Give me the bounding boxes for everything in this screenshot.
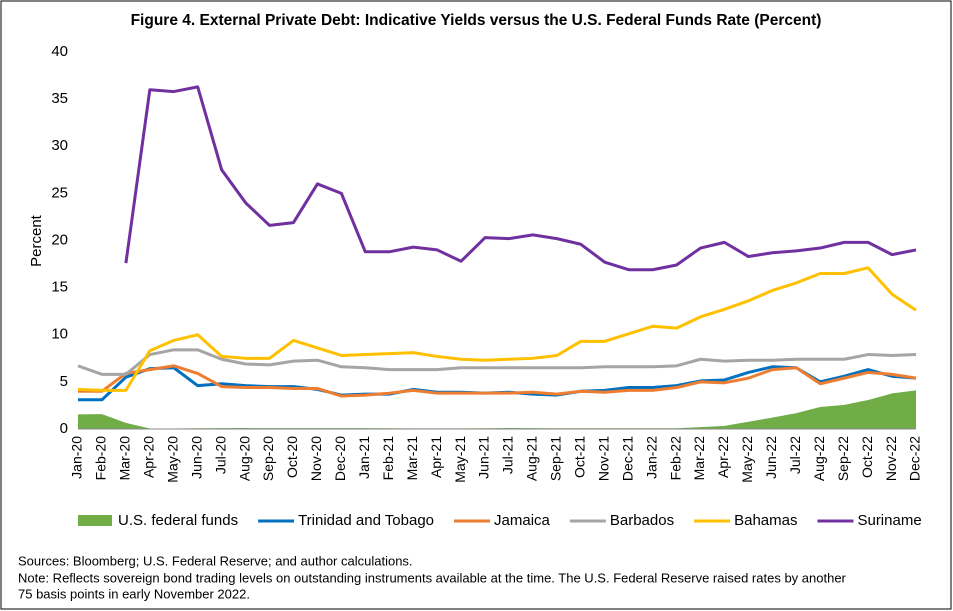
legend-label: Suriname	[857, 512, 921, 529]
x-tick-label: Mar-21	[404, 436, 420, 481]
x-tick-label: Sep-20	[260, 436, 276, 481]
legend-label: Trinidad and Tobago	[298, 512, 434, 529]
legend-label: Bahamas	[734, 512, 797, 529]
x-tick-label: Aug-20	[236, 436, 252, 481]
x-tick-label: Jul-22	[787, 436, 803, 474]
line	[77, 266, 917, 392]
x-tick-label: Nov-22	[883, 436, 899, 481]
x-tick-label: Oct-21	[572, 436, 588, 478]
x-tick-label: Apr-22	[715, 436, 731, 478]
y-tick-label: 20	[51, 231, 68, 248]
note: Note: Reflects sovereign bond trading le…	[18, 570, 847, 585]
x-tick-label: Feb-22	[667, 436, 683, 481]
area	[78, 390, 916, 429]
note: 75 basis points in early November 2022.	[18, 586, 250, 601]
legend-label: U.S. federal funds	[118, 512, 238, 529]
x-tick-label: Jun-20	[188, 436, 204, 479]
y-tick-label: 5	[60, 373, 68, 390]
x-tick-label: Jan-20	[69, 436, 85, 479]
x-tick-label: Oct-20	[284, 436, 300, 478]
x-tick-label: Jul-20	[212, 436, 228, 474]
y-tick-label: 0	[60, 420, 68, 437]
x-tick-label: Mar-20	[117, 436, 133, 481]
x-tick-label: May-20	[164, 436, 180, 483]
y-tick-label: 40	[51, 43, 68, 60]
x-tick-label: Dec-21	[619, 436, 635, 481]
y-tick-label: 15	[51, 279, 68, 296]
x-tick-label: Feb-21	[380, 436, 396, 481]
x-tick-label: Aug-21	[524, 436, 540, 481]
line	[78, 364, 917, 398]
y-axis-label: Percent	[28, 214, 45, 267]
x-tick-label: Jun-22	[763, 436, 779, 479]
line	[77, 348, 917, 376]
x-tick-label: Sep-22	[835, 436, 851, 481]
legend-label: Jamaica	[494, 512, 551, 529]
y-tick-label: 10	[51, 326, 68, 343]
x-tick-label: Dec-20	[332, 436, 348, 481]
y-tick-label: 30	[51, 137, 68, 154]
sources: Sources: Bloomberg; U.S. Federal Reserve…	[18, 553, 413, 568]
x-tick-label: Jun-21	[476, 436, 492, 479]
x-tick-label: May-21	[452, 436, 468, 483]
x-tick-label: Aug-22	[811, 436, 827, 481]
x-tick-label: May-22	[739, 436, 755, 483]
x-tick-label: Jan-22	[643, 436, 659, 479]
x-tick-label: Oct-22	[859, 436, 875, 478]
y-tick-label: 25	[51, 184, 68, 201]
chart-title: Figure 4. External Private Debt: Indicat…	[131, 12, 822, 29]
x-tick-label: Dec-22	[907, 436, 923, 481]
x-tick-label: Sep-21	[548, 436, 564, 481]
x-tick-label: Jul-21	[500, 436, 516, 474]
x-tick-label: Mar-22	[691, 436, 707, 481]
line	[124, 85, 917, 272]
x-tick-label: Feb-20	[93, 436, 109, 481]
x-tick-label: Jan-21	[356, 436, 372, 479]
x-tick-label: Apr-21	[428, 436, 444, 478]
x-tick-label: Nov-20	[308, 436, 324, 481]
x-tick-label: Apr-20	[141, 436, 157, 478]
x-tick-label: Nov-21	[595, 436, 611, 481]
y-tick-label: 35	[51, 90, 68, 107]
legend-label: Barbados	[610, 512, 674, 529]
legend-swatch	[78, 515, 112, 526]
